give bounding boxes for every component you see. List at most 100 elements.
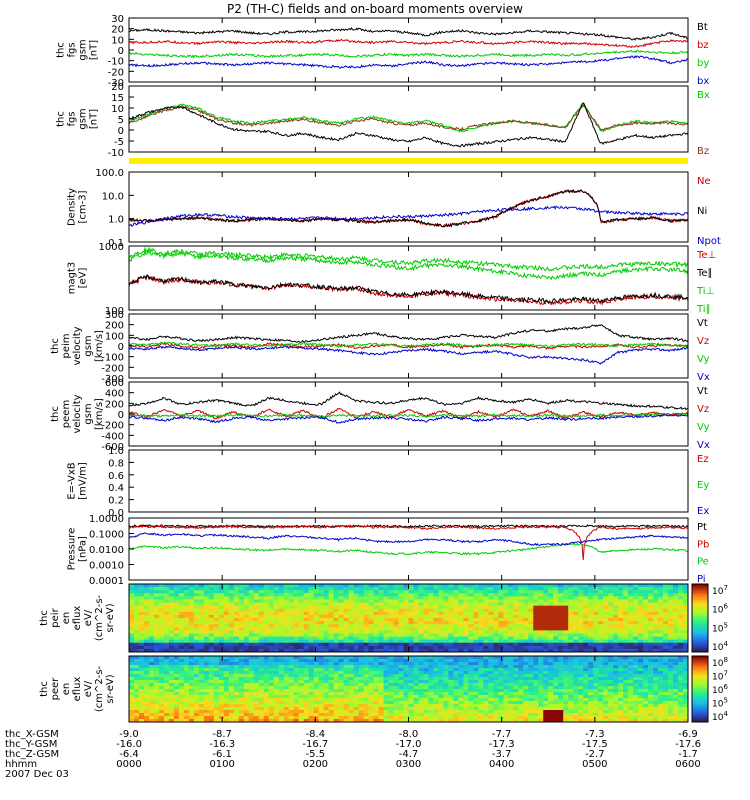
spectrogram-cell [208,710,215,714]
spectrogram-cell [468,689,474,693]
spectrogram-cell [638,614,644,619]
legend-entry: Ti∥ [696,304,711,315]
spectrogram-cell [338,692,345,696]
spectrogram-cell [433,602,439,607]
spectrogram-cell [488,605,494,610]
spectrogram-cell [403,648,409,653]
spectrogram-cell [638,587,644,591]
spectrogram-cell [153,630,160,634]
spectrogram-cell [553,627,559,631]
spectrogram-cell [543,636,549,641]
spectrogram-cell [238,692,245,696]
spectrogram-cell [153,584,160,588]
spectrogram-cell [178,590,185,594]
spectrogram-cell [403,680,409,684]
y-tick-label: 15 [111,93,124,104]
spectrogram-cell [153,713,160,717]
spectrogram-cell [263,584,270,588]
spectrogram-cell [533,659,539,663]
spectrogram-cell [578,686,584,690]
spectrogram-cell [163,710,170,714]
spectrogram-cell [518,707,524,711]
spectrogram-cell [168,698,175,702]
spectrogram-cell [583,596,589,600]
spectrogram-cell [408,611,414,616]
spectrogram-cell [618,665,624,669]
spectrogram-cell [663,648,669,653]
spectrogram-cell [228,656,235,660]
spectrogram-cell [129,683,135,687]
spectrogram-cell [278,624,285,628]
spectrogram-cell [538,599,544,603]
spectrogram-cell [243,683,250,687]
spectrogram-cell [533,656,539,660]
spectrogram-cell [258,605,265,610]
spectrogram-cell [388,593,394,597]
spectrogram-cell [358,659,364,663]
spectrogram-cell [633,605,639,610]
spectrogram-cell [483,639,489,644]
spectrogram-cell [438,689,444,693]
spectrogram-cell [468,704,474,708]
spectrogram-cell [368,692,374,696]
spectrogram-cell [353,614,359,619]
spectrogram-cell [473,719,479,723]
spectrogram-cell [178,656,185,660]
legend-entry: Vt [697,386,708,397]
spectrogram-cell [473,710,479,714]
spectrogram-cell [493,698,499,702]
spectrogram-cell [438,636,444,641]
spectrogram-cell [418,659,424,663]
spectrogram-cell [198,593,205,597]
spectrogram-cell [358,680,364,684]
spectrogram-cell [453,648,459,653]
spectrogram-cell [568,656,574,660]
spectrogram-cell [253,707,260,711]
spectrogram-cell [243,630,250,634]
spectrogram-cell [198,662,205,666]
spectrogram-cell [343,716,350,720]
spectrogram-cell [548,599,554,603]
spectrogram-cell [448,645,454,650]
spectrogram-cell [533,710,539,714]
spectrogram-cell [388,611,394,616]
spectrogram-cell [293,584,300,588]
spectrogram-cell [638,618,644,622]
spectrogram-cell [423,689,429,693]
spectrogram-cell [423,587,429,591]
spectrogram-cell [498,584,504,588]
spectrogram-cell [268,704,275,708]
spectrogram-cell [328,671,335,675]
spectrogram-cell [573,584,579,588]
spectrogram-cell [188,624,195,628]
spectrogram-cell [278,674,285,678]
spectrogram-cell [443,704,449,708]
spectrogram-cell [198,695,205,699]
spectrogram-cell [129,710,135,714]
spectrogram-cell [398,713,404,717]
y-tick-label: 0.0100 [89,545,124,556]
spectrogram-cell [378,621,384,625]
spectrogram-cell [468,636,474,641]
spectrogram-cell [568,671,574,675]
spectrogram-cell [233,648,240,653]
spectrogram-cell [438,680,444,684]
spectrogram-cell [129,713,135,717]
spectrogram-cell [378,665,384,669]
spectrogram-cell [213,710,220,714]
spectrogram-cell [333,659,340,663]
panel-10: thc peer en eflux eV/(cm^2-s-sr-eV)108107106… [39,655,728,723]
spectrogram-cell [573,645,579,650]
spectrogram-cell [433,698,439,702]
spectrogram-cell [663,630,669,634]
spectrogram-cell [643,599,649,603]
spectrogram-cell [608,639,614,644]
spectrogram-cell [163,704,170,708]
spectrogram-cell [648,648,654,653]
spectrogram-cell [358,671,364,675]
spectrogram-cell [403,627,409,631]
spectrogram-cell [658,621,664,625]
spectrogram-cell [533,662,539,666]
spectrogram-cell [138,584,145,588]
spectrogram-cell [598,636,604,641]
